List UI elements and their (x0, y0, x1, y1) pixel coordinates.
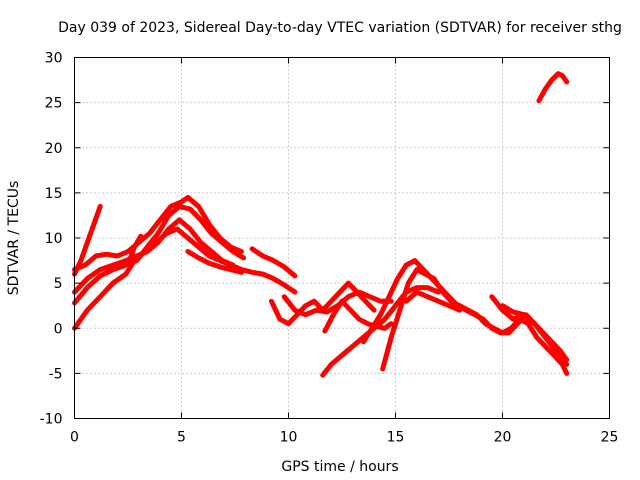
series-arc-14 (380, 267, 570, 376)
series-arc-15 (403, 289, 463, 313)
x-tick-label: 25 (601, 430, 619, 446)
series-arc-3 (72, 203, 247, 306)
grid-lines (74, 57, 610, 419)
series-arc-11 (322, 298, 394, 334)
series-arc-7 (185, 249, 244, 275)
series-arc-2 (72, 194, 244, 273)
x-tick-label: 5 (177, 430, 186, 446)
series-layer (72, 71, 570, 378)
chart-title: Day 039 of 2023, Sidereal Day-to-day VTE… (58, 20, 622, 36)
y-tick-label: 30 (45, 51, 63, 67)
y-tick-label: -10 (40, 412, 63, 428)
series-arc-12 (320, 285, 441, 378)
y-tick-label: 25 (45, 96, 63, 112)
y-tick-label: 0 (54, 321, 63, 337)
series-arc-18 (536, 71, 570, 104)
x-tick-label: 10 (280, 430, 298, 446)
y-tick-label: 10 (45, 231, 63, 247)
x-tick-label: 0 (70, 430, 79, 446)
series-arc-6 (125, 233, 144, 268)
y-tick-label: 20 (45, 141, 63, 157)
y-tick-label: 5 (54, 276, 63, 292)
series-arc-5 (72, 226, 298, 331)
y-axis-title: SDTVAR / TECUs (6, 181, 22, 296)
series-arc-17 (500, 303, 527, 318)
x-axis-title: GPS time / hours (281, 459, 398, 475)
series-arc-8 (249, 246, 298, 279)
axis-ticks: 0 5 10 15 20 25 -10 -5 0 5 10 15 20 25 30 (40, 51, 619, 446)
x-tick-label: 20 (494, 430, 512, 446)
x-tick-label: 15 (387, 430, 405, 446)
y-tick-label: -5 (49, 366, 63, 382)
y-tick-label: 15 (45, 186, 63, 202)
series-arc-16 (489, 294, 570, 367)
